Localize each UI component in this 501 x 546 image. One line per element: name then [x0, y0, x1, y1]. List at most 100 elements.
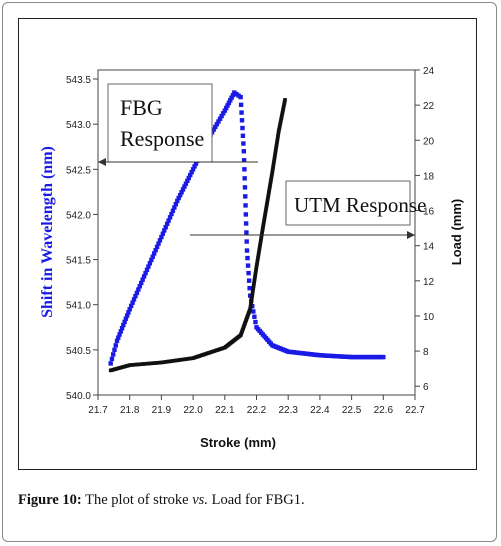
fbg-data-point: [140, 277, 145, 282]
fbg-data-point: [108, 361, 113, 366]
y-left-tick-label: 542.5: [66, 165, 91, 176]
caption-label: Figure 10:: [18, 492, 82, 508]
fbg-data-point: [247, 293, 253, 298]
fbg-data-point: [241, 158, 247, 163]
fbg-data-point: [242, 167, 247, 172]
chart-svg: 21.7 21.8 21.9 22.0 22.1 22.2 22.3 22.4 22.5 22.6…: [39, 66, 464, 450]
caption-text-before: The plot of stroke: [81, 492, 193, 508]
fbg-data-point: [252, 314, 257, 319]
fbg-data-point: [149, 257, 154, 263]
fbg-data-point: [223, 105, 229, 111]
utm-response-label: UTM Response: [294, 193, 426, 217]
x-tick-label: 22.4: [310, 405, 330, 416]
y-left-tick-label: 542.0: [66, 210, 91, 221]
x-tick-label: 21.8: [120, 405, 140, 416]
fbg-data-point: [126, 310, 131, 315]
fbg-data-point: [176, 195, 181, 201]
y-right-tick-label: 20: [423, 136, 435, 147]
fbg-data-point: [143, 270, 148, 276]
fbg-data-point: [238, 102, 244, 108]
fbg-data-point: [241, 141, 246, 146]
fbg-data-point: [153, 247, 158, 253]
fbg-data-point: [245, 255, 250, 261]
fbg-data-point: [238, 94, 243, 100]
fbg-data-point: [139, 280, 144, 286]
y-left-tick-label: 543.0: [66, 120, 91, 131]
fbg-data-point: [229, 95, 234, 100]
y-left-tick-label: 540.5: [66, 346, 91, 357]
fbg-data-point: [381, 354, 386, 360]
fbg-data-point: [173, 201, 179, 207]
fbg-data-point: [239, 110, 244, 115]
fbg-data-point: [154, 244, 160, 250]
y-left-tick-label: 541.0: [66, 301, 91, 312]
x-tick-label: 22.2: [247, 405, 267, 416]
utm-response-box: [285, 180, 411, 226]
fbg-data-point: [112, 347, 117, 353]
y-right-tick-label: 14: [423, 242, 435, 253]
fbg-data-point: [189, 169, 194, 175]
fbg-data-point: [144, 267, 150, 273]
utm-data-point: [283, 98, 287, 102]
fbg-data-point: [185, 178, 190, 183]
fbg-data-point: [147, 261, 153, 266]
fbg-data-point: [246, 278, 252, 283]
fbg-data-point: [186, 175, 191, 181]
x-tick-label: 22.7: [405, 405, 425, 416]
fbg-data-point: [214, 121, 220, 127]
fbg-data-point: [118, 329, 124, 334]
fbg-data-point: [192, 164, 197, 169]
fbg-data-point: [243, 194, 248, 199]
fbg-data-point: [159, 234, 164, 240]
fbg-data-point: [117, 332, 122, 337]
fbg-data-point: [243, 221, 249, 226]
y-left-tick-label: 543.5: [66, 75, 91, 86]
y-right-tick-label: 16: [423, 207, 435, 218]
fbg-data-point: [228, 98, 233, 103]
fbg-data-point: [151, 251, 157, 256]
fbg-data-point: [213, 124, 218, 130]
fbg-data-point: [230, 92, 236, 98]
fbg-data-point: [172, 205, 177, 210]
fbg-data-point: [109, 356, 115, 362]
fbg-data-point: [243, 203, 248, 208]
fbg-data-point: [141, 274, 147, 279]
x-tick-label: 21.9: [152, 405, 172, 416]
y-right-axis-label: Load (mm): [449, 199, 464, 265]
fbg-data-point: [226, 100, 232, 106]
fbg-data-point: [183, 181, 189, 186]
fbg-data-point: [240, 133, 246, 138]
fbg-data-point: [136, 287, 141, 292]
fbg-response-label-line2: Response: [120, 126, 204, 151]
y-right-tick-label: 8: [423, 347, 429, 358]
y-right-tick-label: 12: [423, 277, 435, 288]
fbg-data-point: [124, 313, 130, 318]
x-tick-label: 22.0: [183, 405, 203, 416]
fbg-data-point: [242, 176, 247, 181]
y-right-tick-label: 18: [423, 171, 435, 182]
fbg-data-point: [188, 172, 193, 178]
fbg-data-point: [243, 212, 249, 217]
fbg-data-point: [246, 270, 251, 276]
fbg-data-point: [127, 307, 132, 312]
fbg-data-point: [134, 290, 140, 296]
x-tick-label: 22.6: [374, 405, 394, 416]
fbg-data-point: [111, 352, 116, 357]
fbg-data-point: [251, 309, 256, 314]
fbg-data-point: [221, 111, 226, 116]
fbg-data-point: [244, 230, 249, 235]
fbg-data-point: [240, 125, 245, 131]
fbg-data-point: [113, 343, 118, 348]
fbg-data-point: [175, 198, 180, 204]
fbg-data-point: [128, 303, 134, 309]
y-right-tick-label: 22: [423, 101, 435, 112]
x-tick-label: 22.3: [278, 405, 298, 416]
y-right-tick-label: 6: [423, 382, 429, 393]
fbg-data-point: [156, 241, 161, 246]
fbg-data-point: [211, 127, 216, 132]
fbg-data-point: [122, 319, 127, 325]
fbg-data-point: [177, 192, 183, 198]
fbg-data-point: [119, 325, 125, 331]
utm-arrow-head: [407, 231, 415, 239]
figure-caption: Figure 10: The plot of stroke vs. Load f…: [18, 492, 488, 509]
